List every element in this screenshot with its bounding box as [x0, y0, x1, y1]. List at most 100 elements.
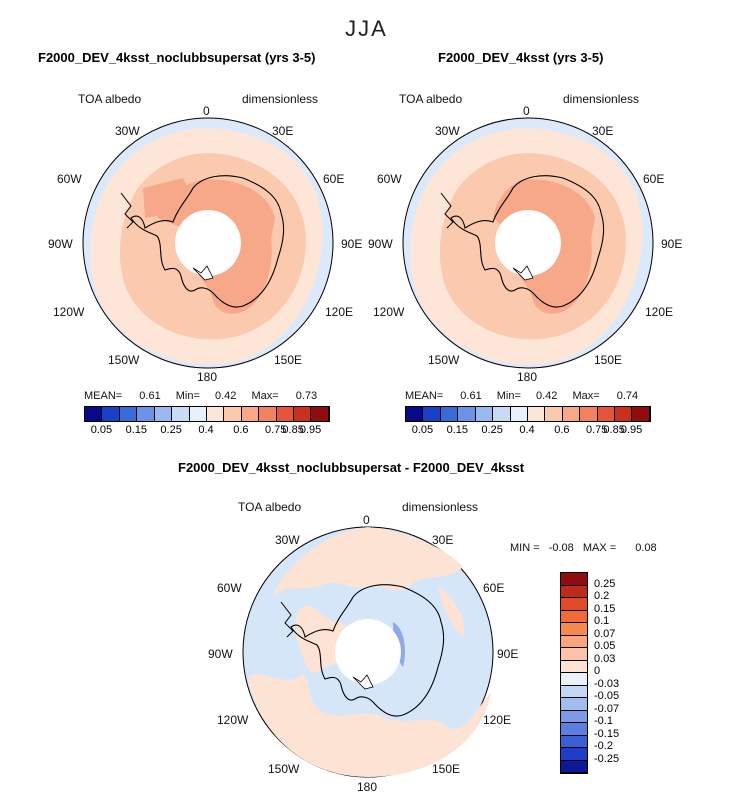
colorbar-swatch — [561, 723, 587, 736]
panel2-min: 0.42 — [535, 390, 558, 402]
colorbar-swatch — [561, 673, 587, 686]
colorbar-tick-label: 0.07 — [594, 627, 616, 640]
panel2-lon-top: 0 — [523, 104, 530, 118]
panel1-mean: 0.61 — [139, 390, 161, 402]
panel3-title: F2000_DEV_4ksst_noclubbsupersat - F2000_… — [178, 460, 525, 475]
panel1-lon-120w: 120W — [53, 305, 85, 319]
colorbar-tick-label: 0.05 — [411, 424, 434, 436]
panel2-lon-120w: 120W — [373, 305, 405, 319]
colorbar-tick-label: -0.25 — [594, 752, 620, 765]
panel1-lon-90e: 90E — [341, 237, 363, 251]
colorbar-tick-label: -0.15 — [594, 727, 620, 740]
colorbar-tick-label: 0.6 — [554, 424, 570, 436]
panel3-max-label: MAX = — [582, 542, 617, 554]
panel3-lon-90e: 90E — [497, 647, 519, 661]
panel2-lon-30w: 30W — [435, 124, 460, 138]
colorbar-swatch — [561, 698, 587, 711]
colorbar-tick-label: 0.1 — [594, 615, 610, 627]
panel1-variable: TOA albedo — [78, 92, 142, 106]
panel2-title: F2000_DEV_4ksst (yrs 3-5) — [438, 50, 604, 65]
colorbar-swatch — [561, 610, 587, 623]
colorbar-tick-label: 0.03 — [594, 652, 616, 665]
panel1-min: 0.42 — [214, 390, 237, 402]
colorbar-tick-label: 0.15 — [446, 424, 468, 436]
colorbar-tick-label: 0.75 — [264, 424, 287, 436]
colorbar-swatch — [475, 407, 494, 421]
colorbar-swatch — [189, 407, 207, 421]
panel3-min: -0.08 — [548, 542, 574, 554]
panel2-lon-30e: 30E — [592, 124, 614, 138]
colorbar-tick-label: 0.05 — [594, 640, 616, 652]
panel2-variable: TOA albedo — [399, 92, 463, 106]
panel2-lon-bottom: 180 — [517, 370, 538, 384]
panel2-lon-60w: 60W — [377, 172, 402, 186]
panel3-lon-30w: 30W — [275, 533, 300, 547]
colorbar-swatch — [137, 407, 155, 421]
colorbar-swatch — [561, 760, 587, 773]
panel1-units: dimensionless — [242, 92, 319, 106]
colorbar-swatch — [119, 407, 138, 421]
panel3-lon-bottom: 180 — [357, 780, 378, 794]
colorbar-tick-label: 0.25 — [481, 424, 503, 436]
colorbar-swatch — [561, 585, 587, 598]
panel2-lon-90e: 90E — [661, 237, 683, 251]
panel2-lon-150w: 150W — [428, 353, 460, 367]
panel3-lon-30e: 30E — [432, 533, 454, 547]
colorbar-tick-label: -0.1 — [594, 715, 613, 727]
colorbar-swatch — [406, 407, 424, 421]
panel1-lon-30e: 30E — [272, 124, 294, 138]
colorbar-swatch — [561, 573, 587, 586]
panel2-max-label: Max= — [572, 390, 600, 402]
colorbar-swatch — [276, 407, 295, 421]
colorbar-tick-label: 0.85 — [603, 424, 625, 436]
panel3-variable: TOA albedo — [238, 500, 302, 514]
panel1-lon-90w: 90W — [48, 237, 73, 251]
colorbar-swatch — [561, 710, 587, 723]
colorbar-tick-label: -0.05 — [594, 690, 620, 702]
panel3-lon-120e: 120E — [483, 713, 512, 727]
colorbar-swatch — [493, 407, 511, 421]
colorbar-swatch — [561, 748, 587, 761]
panel1-mean-label: MEAN= — [84, 390, 123, 402]
panel2-units: dimensionless — [563, 92, 640, 106]
panel3-lon-150e: 150E — [432, 762, 461, 776]
panel1-stats: MEAN= 0.61 Min= 0.42 Max= 0.73 — [84, 390, 317, 402]
panel2-lon-120e: 120E — [645, 305, 674, 319]
colorbar-tick-label: 0.85 — [282, 424, 304, 436]
panel1-max-label: Max= — [251, 390, 279, 402]
panel3-lon-60e: 60E — [483, 581, 505, 595]
colorbar-swatch — [241, 407, 260, 421]
colorbar-tick-label: 0.95 — [299, 424, 322, 436]
colorbar-swatch — [597, 407, 616, 421]
panel3-units: dimensionless — [402, 500, 479, 514]
panel1-lon-120e: 120E — [325, 305, 354, 319]
panel3-lon-150w: 150W — [268, 762, 300, 776]
colorbar-tick-label: 0.75 — [585, 424, 608, 436]
panel1-title: F2000_DEV_4ksst_noclubbsupersat (yrs 3-5… — [38, 50, 316, 65]
colorbar-swatch — [561, 648, 587, 661]
colorbar-swatch — [580, 407, 598, 421]
panel1-max: 0.73 — [295, 390, 318, 402]
panel1-colorbar — [84, 406, 330, 422]
colorbar-swatch — [423, 407, 441, 421]
panel3-lon-60w: 60W — [217, 581, 242, 595]
panel3-colorbar — [560, 572, 588, 774]
colorbar-swatch — [561, 623, 587, 636]
panel1-lon-60w: 60W — [57, 172, 82, 186]
colorbar-swatch — [172, 407, 190, 421]
colorbar-tick-label: 0.15 — [594, 602, 616, 615]
colorbar-tick-label: -0.07 — [594, 702, 620, 715]
colorbar-swatch — [562, 407, 581, 421]
colorbar-tick-label: 0.4 — [519, 424, 535, 436]
colorbar-swatch — [458, 407, 476, 421]
colorbar-swatch — [294, 407, 312, 421]
panel1-min-label: Min= — [175, 390, 200, 402]
colorbar-tick-label: 0.25 — [594, 577, 616, 590]
colorbar-swatch — [527, 407, 546, 421]
colorbar-tick-label: 0.6 — [233, 424, 249, 436]
panel1-lon-30w: 30W — [115, 124, 140, 138]
colorbar-swatch — [206, 407, 225, 421]
panel3-polar-map — [242, 526, 494, 778]
colorbar-tick-label: -0.03 — [594, 677, 620, 690]
colorbar-swatch — [632, 407, 650, 421]
